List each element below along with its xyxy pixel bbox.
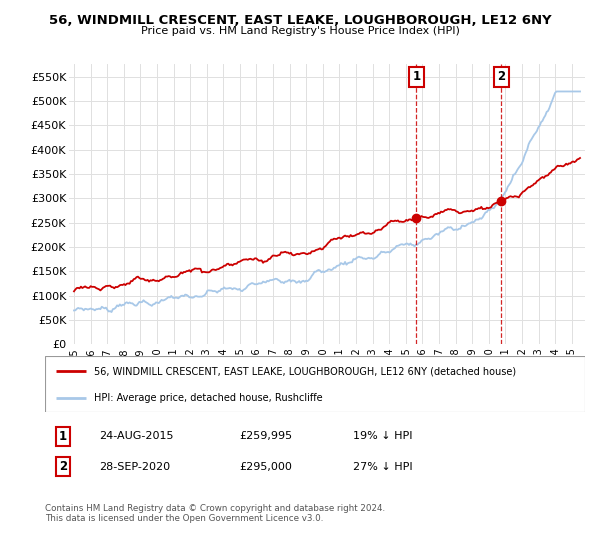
Text: Contains HM Land Registry data © Crown copyright and database right 2024.
This d: Contains HM Land Registry data © Crown c…	[45, 504, 385, 524]
Text: £259,995: £259,995	[239, 431, 293, 441]
Text: 56, WINDMILL CRESCENT, EAST LEAKE, LOUGHBOROUGH, LE12 6NY: 56, WINDMILL CRESCENT, EAST LEAKE, LOUGH…	[49, 14, 551, 27]
Text: 2: 2	[59, 460, 67, 473]
Text: 2: 2	[497, 71, 505, 83]
Text: 27% ↓ HPI: 27% ↓ HPI	[353, 462, 412, 472]
Text: 28-SEP-2020: 28-SEP-2020	[99, 462, 170, 472]
Text: £295,000: £295,000	[239, 462, 292, 472]
FancyBboxPatch shape	[45, 356, 585, 412]
Text: 1: 1	[59, 430, 67, 443]
Text: HPI: Average price, detached house, Rushcliffe: HPI: Average price, detached house, Rush…	[94, 393, 322, 403]
Text: 56, WINDMILL CRESCENT, EAST LEAKE, LOUGHBOROUGH, LE12 6NY (detached house): 56, WINDMILL CRESCENT, EAST LEAKE, LOUGH…	[94, 366, 516, 376]
Text: 1: 1	[412, 71, 421, 83]
Text: 19% ↓ HPI: 19% ↓ HPI	[353, 431, 412, 441]
Text: 24-AUG-2015: 24-AUG-2015	[99, 431, 173, 441]
Text: Price paid vs. HM Land Registry's House Price Index (HPI): Price paid vs. HM Land Registry's House …	[140, 26, 460, 36]
